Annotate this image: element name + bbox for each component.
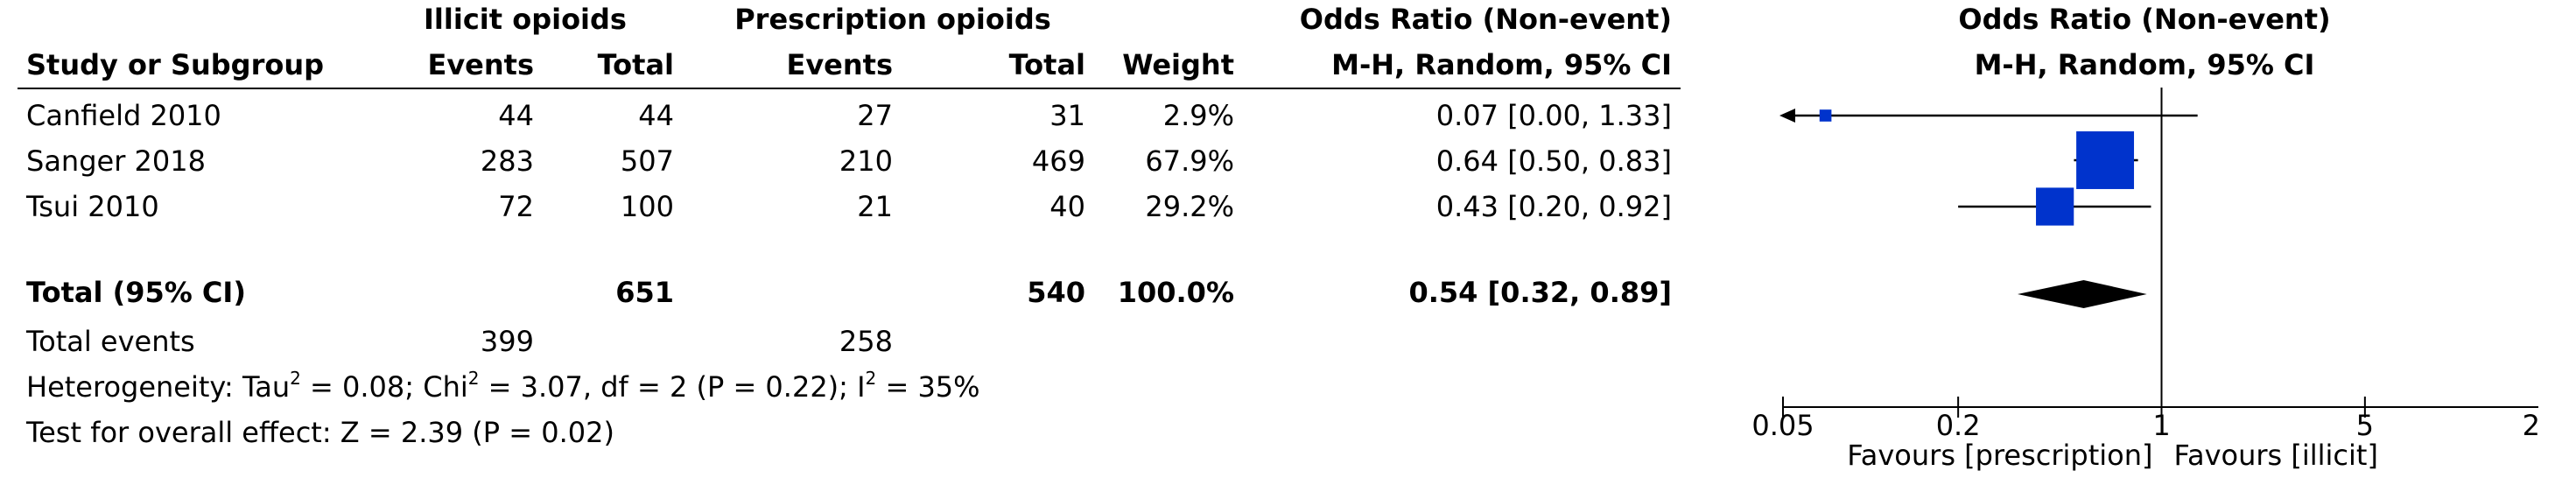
study-name: Tsui 2010 <box>26 190 159 223</box>
header-rule <box>18 88 1681 89</box>
total2-header: Total <box>1008 48 1085 81</box>
or-plot-method-header: M-H, Random, 95% CI <box>1974 48 2315 81</box>
or-method-header: M-H, Random, 95% CI <box>1331 48 1672 81</box>
total1-cell: 651 <box>615 276 674 309</box>
total1-cell: 507 <box>620 144 674 178</box>
events2-cell: 27 <box>857 99 893 132</box>
ci-cell: 0.07 [0.00, 1.33] <box>1435 99 1672 132</box>
overall-effect-text: Test for overall effect: Z = 2.39 (P = 0… <box>26 416 614 449</box>
total-label: Total (95% CI) <box>26 276 246 309</box>
het-mid2: = 3.07, df = 2 (P = 0.22); I <box>479 370 866 404</box>
weight-cell: 29.2% <box>1145 190 1234 223</box>
het-sup: 2 <box>290 368 301 390</box>
events2-header: Events <box>786 48 893 81</box>
events1-cell: 72 <box>498 190 534 223</box>
ci-arrow-left <box>1779 109 1795 123</box>
het-suffix: = 35% <box>876 370 980 404</box>
total2-cell: 469 <box>1031 144 1085 178</box>
het-sup: 2 <box>467 368 480 390</box>
x-tick-label: 20 <box>2523 409 2538 442</box>
het-sup: 2 <box>865 368 877 390</box>
x-tick-label: 1 <box>2152 409 2170 442</box>
favours-right-label: Favours [illicit] <box>2174 439 2378 472</box>
pooled-diamond <box>2017 280 2147 308</box>
total1-cell: 44 <box>638 99 674 132</box>
total2-cell: 40 <box>1049 190 1085 223</box>
x-tick-label: 5 <box>2356 409 2374 442</box>
group1-header: Illicit opioids <box>424 3 627 36</box>
weight-cell: 2.9% <box>1162 99 1234 132</box>
or-plot-header: Odds Ratio (Non-event) <box>1958 3 2331 36</box>
study-name: Sanger 2018 <box>26 144 206 178</box>
x-tick-label: 0.2 <box>1936 409 1981 442</box>
favours-left-label: Favours [prescription] <box>1847 439 2152 472</box>
total1-header: Total <box>597 48 674 81</box>
events1-cell: 283 <box>480 144 534 178</box>
events2-cell: 210 <box>839 144 893 178</box>
total2-cell: 540 <box>1027 276 1085 309</box>
point-estimate-square <box>1819 109 1832 122</box>
study-header: Study or Subgroup <box>26 48 325 81</box>
or-table-header: Odds Ratio (Non-event) <box>1299 3 1672 36</box>
events1-cell: 44 <box>498 99 534 132</box>
study-name: Canfield 2010 <box>26 99 221 132</box>
het-mid1: = 0.08; Chi <box>300 370 468 404</box>
events1-header: Events <box>427 48 534 81</box>
events2-cell: 21 <box>857 190 893 223</box>
heterogeneity-text: Heterogeneity: Tau2 = 0.08; Chi2 = 3.07,… <box>26 369 980 404</box>
events1-cell: 399 <box>480 325 534 358</box>
ci-cell: 0.64 [0.50, 0.83] <box>1435 144 1672 178</box>
ci-cell: 0.43 [0.20, 0.92] <box>1435 190 1672 223</box>
point-estimate-square <box>2076 131 2135 189</box>
ci-cell: 0.54 [0.32, 0.89] <box>1408 276 1672 309</box>
weight-cell: 67.9% <box>1145 144 1234 178</box>
group2-header: Prescription opioids <box>734 3 1051 36</box>
forest-plot: 0.05 0.2 1 5 20 Favours [prescription] Favours… <box>1751 88 2538 472</box>
events2-cell: 258 <box>839 325 893 358</box>
het-prefix: Heterogeneity: Tau <box>26 370 291 404</box>
weight-cell: 100.0% <box>1117 276 1234 309</box>
total1-cell: 100 <box>620 190 674 223</box>
weight-header: Weight <box>1122 48 1234 81</box>
x-tick-label: 0.05 <box>1751 409 1814 442</box>
total2-cell: 31 <box>1049 99 1085 132</box>
total-events-label: Total events <box>26 325 195 358</box>
point-estimate-square <box>2036 187 2074 226</box>
